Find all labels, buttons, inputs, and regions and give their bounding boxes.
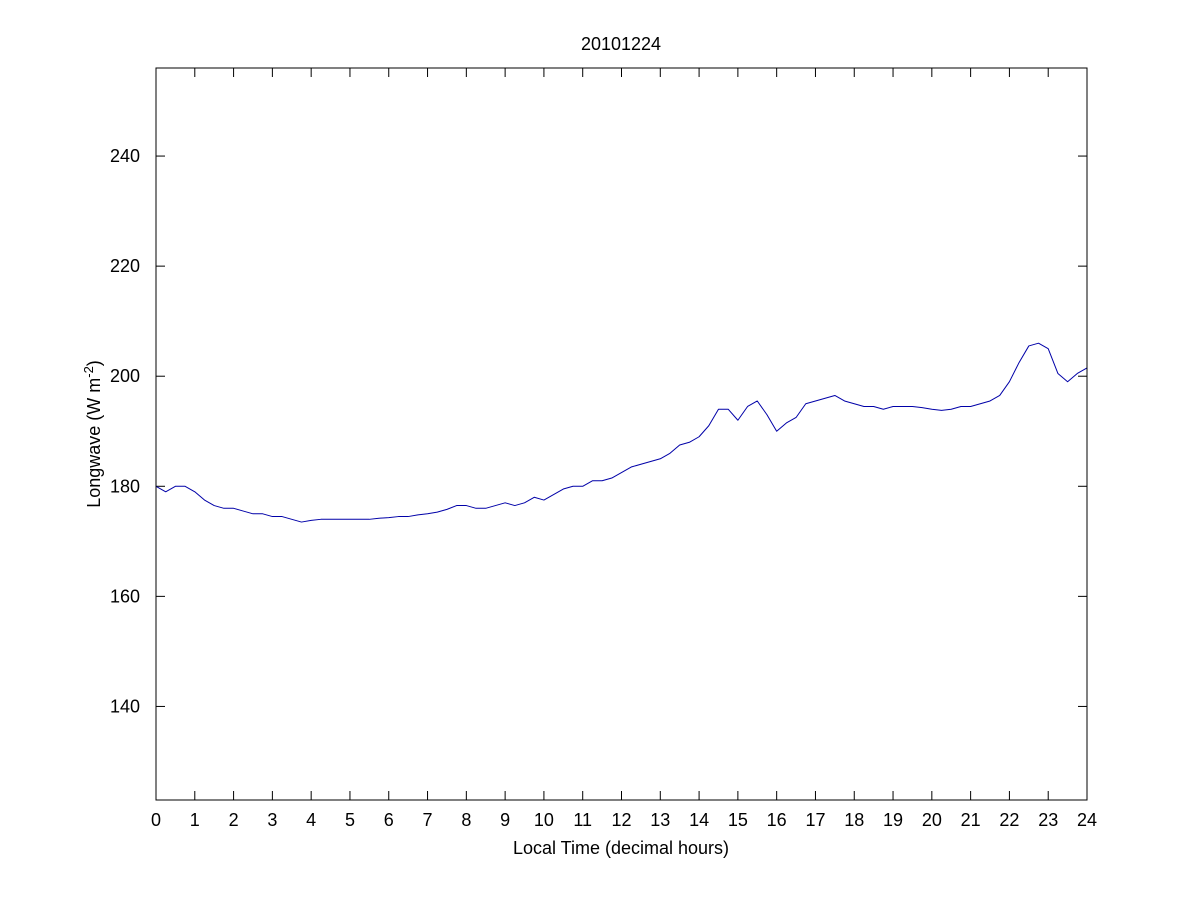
x-tick-label: 12	[611, 810, 631, 830]
axis-tick-labels: 0 1 2 3 4 5 6 7 8 9 10 11 12 13 14 15 16 17 18 19 20 21 22 23 24…	[110, 146, 1097, 830]
x-tick-label: 18	[844, 810, 864, 830]
x-tick-label: 23	[1038, 810, 1058, 830]
x-tick-label: 9	[500, 810, 510, 830]
y-tick-label: 220	[110, 256, 140, 276]
x-tick-label: 0	[151, 810, 161, 830]
x-tick-label: 4	[306, 810, 316, 830]
x-tick-label: 5	[345, 810, 355, 830]
x-tick-label: 6	[384, 810, 394, 830]
y-tick-label: 200	[110, 366, 140, 386]
x-tick-label: 8	[461, 810, 471, 830]
plot-area	[156, 68, 1087, 800]
plot-frame	[155, 67, 1088, 801]
longwave-series-line	[155, 342, 1088, 523]
y-tick-label: 160	[110, 586, 140, 606]
x-tick-label: 20	[922, 810, 942, 830]
y-axis-label-close: )	[84, 360, 104, 366]
x-tick-label: 11	[573, 810, 592, 830]
x-tick-label: 21	[961, 810, 981, 830]
x-tick-label: 3	[267, 810, 277, 830]
y-tick-label: 180	[110, 476, 140, 496]
y-axis-label: Longwave (W m-2)	[81, 360, 104, 508]
x-tick-label: 14	[689, 810, 709, 830]
x-tick-label: 7	[423, 810, 433, 830]
y-tick-label: 240	[110, 146, 140, 166]
axis-ticks	[155, 68, 1088, 800]
x-tick-label: 13	[650, 810, 670, 830]
x-tick-label: 24	[1077, 810, 1097, 830]
x-tick-label: 22	[999, 810, 1019, 830]
x-axis-label: Local Time (decimal hours)	[513, 838, 729, 858]
y-tick-label: 140	[110, 696, 140, 716]
x-tick-label: 10	[534, 810, 554, 830]
x-tick-label: 17	[805, 810, 825, 830]
x-tick-label: 2	[229, 810, 239, 830]
x-tick-label: 16	[767, 810, 787, 830]
chart-title: 20101224	[581, 34, 661, 54]
y-axis-label-main: Longwave (W m	[84, 378, 104, 508]
x-tick-label: 19	[883, 810, 903, 830]
x-tick-label: 15	[728, 810, 748, 830]
x-tick-label: 1	[190, 810, 200, 830]
y-axis-label-superscript: -2	[81, 366, 96, 378]
